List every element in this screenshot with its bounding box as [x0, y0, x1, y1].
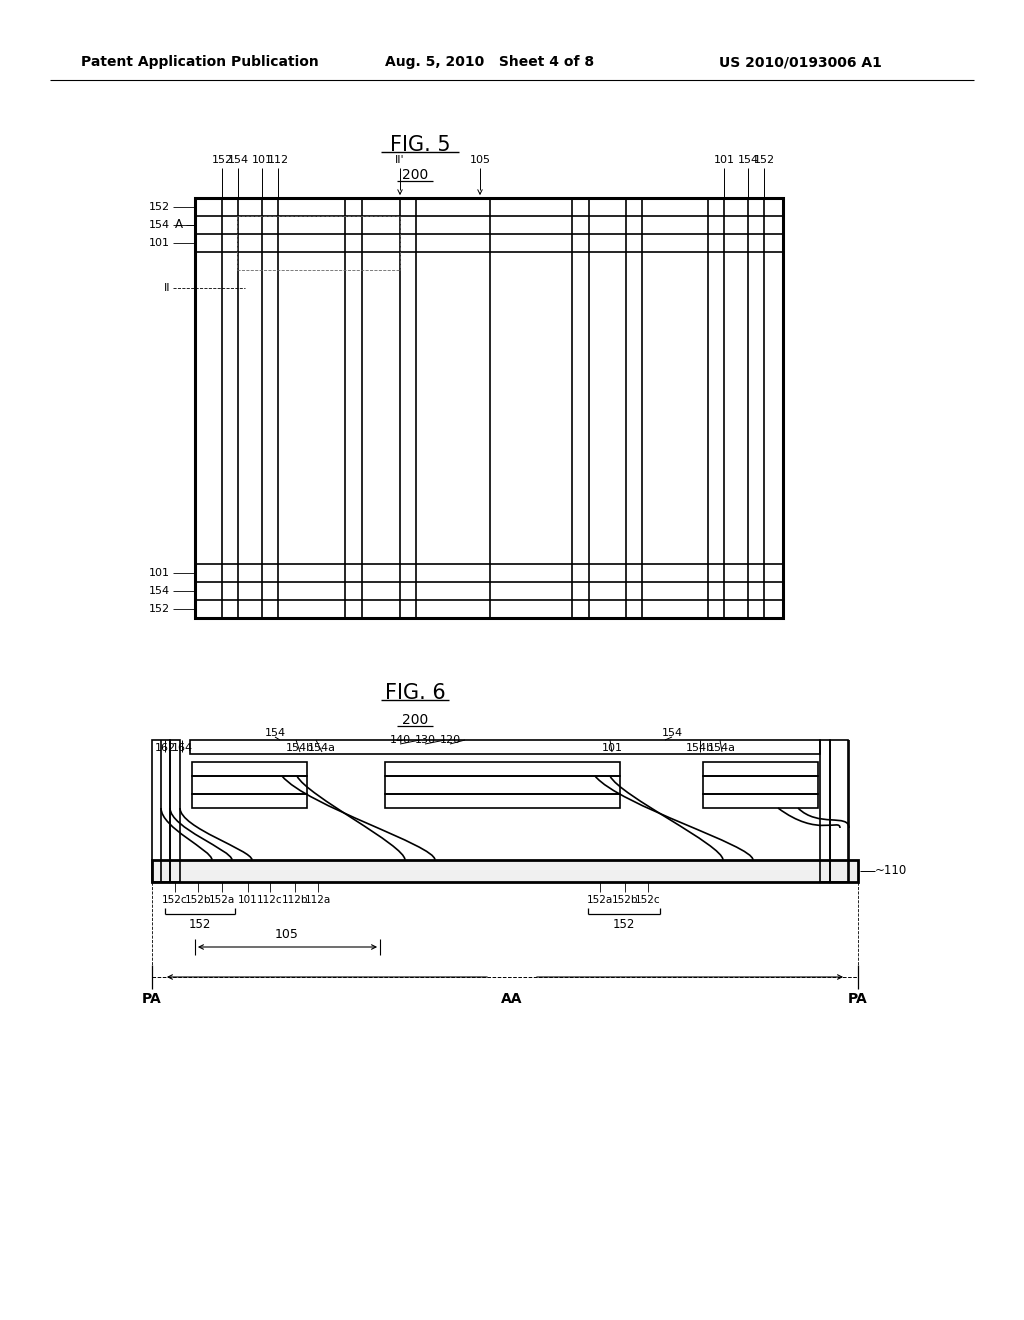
- Text: US 2010/0193006 A1: US 2010/0193006 A1: [719, 55, 882, 69]
- Bar: [195, 198, 783, 618]
- Text: 140: 140: [389, 735, 411, 744]
- Bar: [170, 741, 180, 882]
- Text: 152: 152: [612, 917, 635, 931]
- Text: ~110: ~110: [874, 865, 907, 878]
- Bar: [830, 741, 848, 882]
- Text: 152b: 152b: [184, 895, 211, 906]
- Text: 152: 152: [754, 154, 774, 165]
- Text: PA: PA: [848, 993, 868, 1006]
- Bar: [703, 776, 818, 795]
- Text: 101: 101: [601, 743, 623, 752]
- Text: 152a: 152a: [209, 895, 236, 906]
- Text: 154: 154: [264, 729, 286, 738]
- Bar: [385, 762, 620, 776]
- Text: FIG. 5: FIG. 5: [390, 135, 451, 154]
- Text: 152: 152: [148, 605, 170, 614]
- Text: II': II': [395, 154, 404, 165]
- Text: 101: 101: [252, 154, 272, 165]
- Bar: [190, 741, 820, 754]
- Text: 101: 101: [239, 895, 258, 906]
- Bar: [193, 776, 307, 795]
- Bar: [703, 795, 818, 808]
- Text: 154b: 154b: [686, 743, 714, 752]
- Text: 200: 200: [401, 168, 428, 182]
- Text: 112b: 112b: [282, 895, 308, 906]
- Bar: [193, 795, 307, 808]
- Text: 154a: 154a: [308, 743, 336, 752]
- Text: 162: 162: [155, 743, 175, 752]
- Text: 120: 120: [439, 735, 461, 744]
- Text: Aug. 5, 2010   Sheet 4 of 8: Aug. 5, 2010 Sheet 4 of 8: [385, 55, 595, 69]
- Text: 154: 154: [148, 220, 170, 230]
- Text: A: A: [175, 219, 183, 231]
- Text: 152c: 152c: [635, 895, 660, 906]
- Text: 152a: 152a: [587, 895, 613, 906]
- Text: 112c: 112c: [257, 895, 283, 906]
- Text: 154: 154: [148, 586, 170, 597]
- Text: 200: 200: [401, 713, 428, 727]
- Text: PA: PA: [142, 993, 162, 1006]
- Text: Patent Application Publication: Patent Application Publication: [81, 55, 318, 69]
- Text: 154: 154: [662, 729, 683, 738]
- Text: 164: 164: [171, 743, 193, 752]
- Text: 130: 130: [415, 735, 435, 744]
- Text: 101: 101: [150, 238, 170, 248]
- Bar: [820, 741, 830, 882]
- Bar: [703, 762, 818, 776]
- Text: 152: 152: [148, 202, 170, 213]
- Text: 152: 152: [188, 917, 211, 931]
- Text: 154b: 154b: [286, 743, 314, 752]
- Text: 152: 152: [211, 154, 232, 165]
- Bar: [193, 762, 307, 776]
- Text: 112a: 112a: [305, 895, 331, 906]
- Text: 105: 105: [469, 154, 490, 165]
- Text: 154: 154: [227, 154, 249, 165]
- Bar: [385, 776, 620, 795]
- Text: FIG. 6: FIG. 6: [385, 682, 445, 704]
- Text: 105: 105: [275, 928, 299, 941]
- Bar: [385, 795, 620, 808]
- Text: 154a: 154a: [708, 743, 736, 752]
- Text: 112: 112: [267, 154, 289, 165]
- Bar: [152, 741, 170, 882]
- Text: 101: 101: [714, 154, 734, 165]
- Text: 101: 101: [150, 568, 170, 578]
- Text: 154: 154: [737, 154, 759, 165]
- Text: 152c: 152c: [162, 895, 187, 906]
- Bar: [152, 861, 858, 882]
- Text: II: II: [164, 282, 170, 293]
- Text: 152b: 152b: [611, 895, 638, 906]
- Text: AA: AA: [502, 993, 522, 1006]
